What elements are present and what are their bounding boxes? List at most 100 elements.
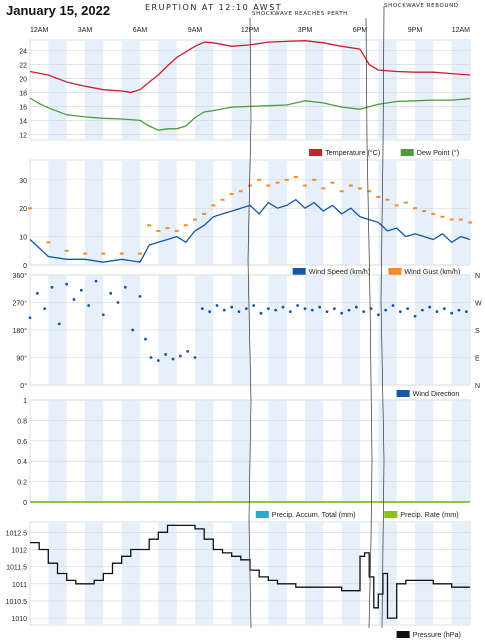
direction-point: [144, 337, 147, 341]
direction-point: [57, 322, 61, 326]
legend-swatch: [384, 511, 398, 518]
direction-point: [274, 308, 278, 312]
direction-point: [215, 304, 219, 307]
gust-point: [303, 184, 307, 187]
hour-band: [231, 40, 250, 140]
y-tick-label: 12: [19, 132, 27, 139]
direction-point: [464, 310, 468, 314]
legend-label: Wind Speed (km/h): [309, 267, 371, 276]
direction-point: [428, 305, 432, 309]
shockwave-rebound-line: [380, 5, 385, 629]
hour-band: [415, 400, 434, 502]
hour-band: [305, 160, 324, 265]
direction-point: [281, 305, 285, 309]
hour-band: [451, 40, 470, 140]
gust-point: [348, 184, 353, 187]
shockwave-perth-annotation: SHOCKWAVE REACHES PERTH: [252, 11, 348, 17]
hour-band: [158, 400, 177, 502]
direction-point: [332, 307, 336, 311]
chart-panel-3: 0° 90° 180° 270° 360° N E S W N Wind Direction: [13, 272, 482, 398]
direction-point: [28, 316, 32, 320]
legend-label: Precip. Rate (mm): [400, 510, 458, 519]
hour-band: [415, 522, 434, 625]
direction-point: [123, 285, 127, 289]
gust-point: [174, 229, 179, 232]
legend-label: Wind Gust (km/h): [404, 267, 460, 276]
direction-point: [384, 308, 388, 312]
gust-point: [257, 178, 262, 181]
gust-point: [413, 207, 417, 210]
time-tick-label: 6AM: [133, 27, 148, 34]
shockwave-rebound-line: [365, 17, 373, 629]
compass-tick-label: S: [475, 328, 480, 335]
compass-tick-label: W: [475, 301, 482, 308]
time-tick-label: 9PM: [408, 27, 423, 34]
direction-point: [72, 298, 76, 301]
hour-band: [48, 40, 67, 140]
direction-point: [237, 310, 241, 314]
legend-swatch: [400, 149, 414, 156]
legend-swatch: [396, 631, 410, 638]
gust-point: [202, 212, 207, 215]
hour-band: [121, 400, 140, 502]
hour-band: [85, 400, 104, 502]
gust-point: [138, 252, 142, 255]
direction-point: [222, 308, 226, 312]
y-tick-label: 24: [19, 48, 27, 55]
legend-swatch: [388, 268, 402, 275]
direction-point: [391, 304, 395, 307]
hour-band: [451, 160, 470, 265]
hour-band: [85, 160, 104, 265]
y-tick-label: 14: [19, 118, 27, 125]
chart-panel-2: 0 10 20 30 Wind Gust (km/h) Wind Speed (km/h): [19, 159, 472, 276]
hour-band: [121, 160, 140, 265]
y-tick-label: 360°: [13, 272, 28, 280]
eruption-annotation: ERUPTION AT 12:10 AWST: [145, 3, 283, 12]
hour-band: [268, 522, 287, 625]
direction-point: [193, 356, 197, 359]
direction-point: [362, 310, 366, 314]
gust-point: [275, 181, 280, 184]
y-tick-label: 0.4: [17, 459, 27, 466]
gust-point: [385, 198, 390, 201]
hour-band: [341, 400, 360, 502]
direction-point: [131, 328, 135, 332]
hour-band: [195, 400, 214, 502]
direction-point: [354, 305, 358, 309]
hour-band: [195, 160, 214, 265]
gust-point: [339, 190, 344, 193]
hour-band: [341, 522, 360, 625]
direction-point: [288, 310, 292, 314]
direction-point: [310, 308, 314, 312]
hour-band: [415, 40, 434, 140]
direction-point: [406, 307, 410, 311]
hour-band: [231, 400, 250, 502]
hour-band: [305, 40, 324, 140]
hour-band: [48, 160, 67, 265]
legend-swatch: [396, 390, 410, 397]
time-tick-label: 12AM: [452, 27, 470, 34]
gust-point: [358, 187, 362, 190]
y-tick-label: 0.8: [17, 418, 27, 425]
hour-band: [268, 160, 287, 265]
y-tick-label: 90°: [16, 355, 27, 363]
direction-point: [303, 307, 307, 311]
hour-band: [121, 522, 140, 625]
gust-point: [403, 201, 408, 204]
compass-tick-label: E: [475, 356, 480, 363]
hour-band: [85, 40, 104, 140]
direction-point: [87, 304, 91, 307]
hour-band: [121, 40, 140, 140]
hour-band: [158, 160, 177, 265]
hour-band: [268, 40, 287, 140]
gust-point: [422, 210, 427, 213]
direction-point: [252, 304, 256, 307]
y-tick-label: 1012: [11, 547, 27, 554]
direction-point: [259, 311, 263, 315]
y-tick-label: 0.6: [17, 439, 27, 446]
legend-label: Dew Point (°): [417, 148, 459, 157]
hour-band: [158, 522, 177, 625]
legend-swatch: [255, 511, 269, 518]
direction-point: [376, 313, 380, 317]
y-tick-label: 1010.5: [6, 599, 28, 606]
